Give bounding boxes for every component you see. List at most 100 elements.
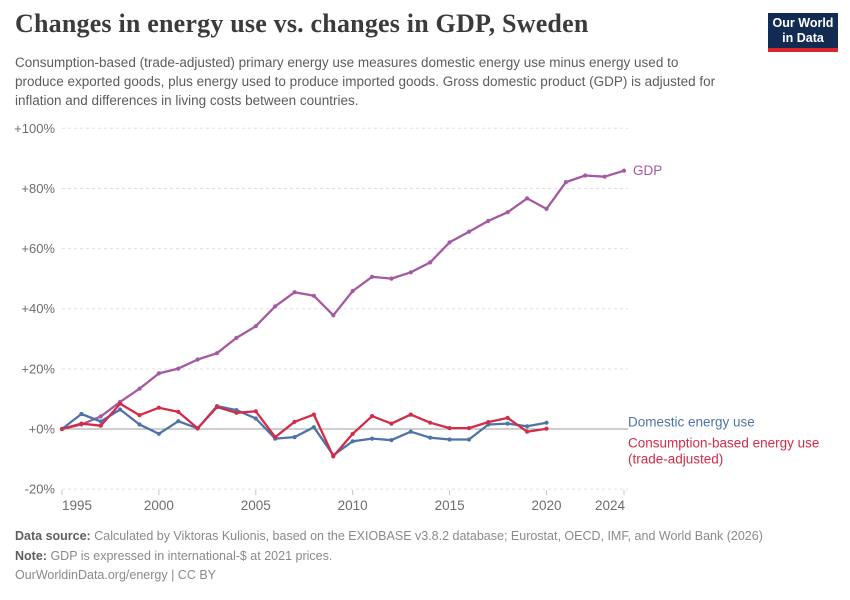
y-tick-label: +40%	[21, 301, 55, 316]
consumption-based-energy-use-marker	[408, 412, 413, 417]
gdp-marker	[389, 276, 394, 281]
y-tick-label: +80%	[21, 181, 55, 196]
gdp-marker	[583, 173, 588, 178]
y-tick-label: +100%	[14, 121, 55, 136]
gdp-marker	[292, 290, 297, 295]
consumption-based-energy-use-marker	[234, 410, 239, 415]
consumption-based-energy-use-marker	[137, 413, 142, 418]
domestic-energy-use-line[interactable]	[60, 404, 548, 457]
consumption-based-energy-use-marker	[59, 426, 65, 432]
x-tick-label: 2015	[435, 498, 465, 513]
note-label: Note:	[15, 548, 47, 563]
consumption-based-energy-use-marker	[370, 414, 375, 419]
domestic-energy-use-marker	[447, 437, 452, 442]
consumption-based-energy-use-marker	[525, 429, 530, 434]
gdp-marker	[311, 293, 316, 298]
domestic-energy-use-marker	[292, 435, 297, 440]
note-text: GDP is expressed in international-$ at 2…	[50, 548, 333, 563]
gdp-marker	[370, 274, 375, 279]
domestic-energy-use-marker	[253, 416, 258, 421]
chart-canvas: +100% +80% +60% +40% +20% +0% -20% 1995 2000 2005…	[14, 121, 819, 513]
domestic-energy-use-marker	[350, 439, 355, 444]
gdp-marker	[195, 357, 200, 362]
domestic-energy-use-marker	[370, 436, 375, 441]
x-tick-label: 2010	[338, 498, 368, 513]
consumption-based-energy-use-marker	[156, 405, 161, 410]
y-tick-label: +20%	[21, 361, 55, 376]
x-tick-label: 2024	[595, 498, 626, 513]
gdp-marker	[466, 229, 472, 234]
gdp-marker	[156, 371, 161, 376]
domestic-energy-use-marker	[98, 419, 103, 424]
y-tick-label: +0%	[29, 422, 56, 437]
gdp-marker	[98, 414, 103, 419]
data-source-line: Data source: Calculated by Viktoras Kuli…	[15, 527, 835, 547]
page-title: Changes in energy use vs. changes in GDP…	[15, 9, 589, 38]
consumption-based-energy-use-marker	[389, 421, 394, 426]
consumption-based-energy-use-marker	[486, 420, 491, 425]
gdp-marker	[486, 218, 491, 223]
gdp-marker	[331, 313, 336, 318]
domestic-energy-use-marker	[544, 420, 549, 425]
domestic-energy-use-marker	[389, 438, 394, 443]
domestic-energy-use-marker	[408, 429, 413, 434]
consumption-based-energy-use-marker	[428, 420, 433, 425]
gdp-marker	[408, 270, 413, 275]
x-tick-label: 2000	[144, 498, 174, 513]
gdp-marker	[253, 324, 258, 329]
consumption-based-energy-use-marker	[214, 404, 220, 410]
gdp-marker	[544, 206, 549, 211]
domestic-energy-use-label[interactable]: Domestic energy use	[628, 415, 755, 430]
consumption-based-energy-use-marker	[505, 415, 510, 420]
consumption-based-energy-use-marker	[292, 419, 297, 424]
data-source-text: Calculated by Viktoras Kulionis, based o…	[94, 529, 763, 543]
data-source-label: Data source:	[15, 529, 91, 543]
owid-logo-line2: in Data	[782, 30, 824, 45]
gdp-marker	[447, 240, 452, 245]
consumption-based-energy-use-marker	[466, 426, 472, 431]
domestic-energy-use-marker	[156, 431, 161, 436]
attribution-link[interactable]: OurWorldinData.org/energy | CC BY	[15, 568, 217, 582]
y-tick-label: -20%	[25, 482, 56, 497]
y-tick-label: +60%	[21, 241, 55, 256]
domestic-energy-use-marker	[525, 424, 530, 429]
gdp-marker	[602, 174, 607, 179]
domestic-energy-use-marker	[137, 422, 142, 427]
domestic-energy-use-marker	[79, 411, 84, 417]
consumption-based-energy-use-marker	[311, 412, 316, 417]
domestic-energy-use-marker	[505, 421, 510, 426]
consumption-based-energy-use-marker	[79, 421, 84, 426]
consumption-based-energy-use-marker	[350, 431, 355, 436]
domestic-energy-use-marker	[466, 437, 472, 442]
consumption-based-energy-use-marker	[447, 426, 452, 431]
owid-logo[interactable]: Our World in Data	[768, 13, 838, 52]
consumption-based-energy-use-label[interactable]: (trade-adjusted)	[628, 452, 723, 467]
x-tick-label: 1995	[62, 498, 92, 513]
consumption-based-energy-use-marker	[98, 423, 103, 428]
consumption-based-energy-use-marker	[273, 435, 278, 440]
chart-footer: Data source: Calculated by Viktoras Kuli…	[15, 527, 835, 586]
owid-logo-line1: Our World	[772, 15, 834, 30]
consumption-based-energy-use-marker	[331, 454, 336, 459]
gdp-marker	[234, 335, 239, 340]
domestic-energy-use-marker	[311, 425, 316, 430]
consumption-based-energy-use-marker	[195, 426, 200, 431]
gdp-marker	[428, 260, 433, 265]
consumption-based-energy-use-marker	[253, 409, 258, 414]
consumption-based-energy-use-marker	[544, 426, 549, 431]
consumption-based-energy-use-label[interactable]: Consumption-based energy use	[628, 436, 819, 451]
consumption-based-energy-use-line[interactable]	[60, 402, 548, 458]
gdp-marker	[525, 196, 530, 201]
consumption-based-energy-use-marker	[118, 401, 123, 406]
gdp-line[interactable]	[60, 169, 626, 431]
gdp-label[interactable]: GDP	[633, 163, 662, 178]
domestic-energy-use-marker	[118, 407, 123, 412]
gdp-marker	[137, 386, 142, 391]
gdp-marker	[176, 366, 181, 371]
note-line: Note: GDP is expressed in international-…	[15, 547, 835, 567]
x-tick-label: 2020	[531, 498, 561, 513]
gdp-marker	[505, 210, 510, 215]
chart-subtitle: Consumption-based (trade-adjusted) prima…	[15, 55, 716, 108]
gdp-marker	[273, 304, 278, 309]
